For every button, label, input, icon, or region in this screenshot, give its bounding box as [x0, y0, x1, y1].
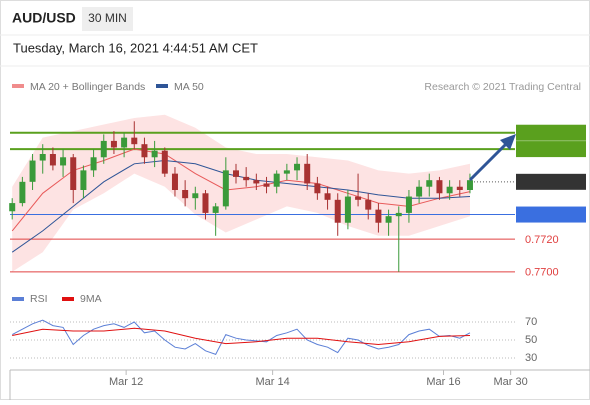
candle-body — [456, 186, 463, 190]
candle-body — [395, 212, 402, 217]
candle-body — [80, 170, 87, 190]
level-label: 0.7720 — [525, 234, 559, 246]
candle-body — [294, 163, 301, 171]
arrow-head — [500, 134, 516, 150]
forecast-arrow — [468, 140, 510, 182]
y-tick-label: 50 — [525, 334, 537, 346]
candle-body — [375, 209, 382, 223]
legend-label: MA 20 + Bollinger Bands — [30, 81, 145, 93]
candle-body — [60, 157, 67, 166]
candle-body — [304, 163, 311, 184]
candle-body — [243, 176, 250, 181]
candle-body — [212, 206, 219, 213]
legend-swatch — [12, 84, 24, 88]
y-tick-label: 30 — [525, 352, 537, 364]
candle-body — [161, 150, 168, 174]
candle-body — [9, 203, 16, 212]
candle-body — [355, 196, 362, 200]
candle-body — [344, 196, 351, 223]
legend-label: RSI — [30, 293, 48, 305]
candle-body — [90, 157, 97, 171]
x-tick-label: Mar 30 — [494, 376, 528, 388]
symbol: AUD/USD — [12, 10, 76, 26]
candle-body — [283, 170, 290, 174]
level-box — [516, 124, 586, 141]
candle-body — [253, 180, 260, 184]
source: Research © 2021 Trading Central — [424, 81, 581, 93]
rsi-line — [12, 327, 471, 346]
candle-body — [171, 173, 178, 190]
candle-body — [324, 193, 331, 200]
candle-body — [49, 154, 56, 166]
candle-body — [314, 183, 321, 194]
candle-body — [273, 173, 280, 187]
candle-body — [192, 193, 199, 199]
candle-body — [131, 137, 138, 145]
legend-swatch — [156, 84, 168, 88]
legend-label: MA 50 — [174, 81, 204, 93]
level-box — [516, 173, 586, 190]
candle-body — [151, 150, 158, 158]
candle-body — [182, 190, 189, 199]
x-tick-label: Mar 12 — [109, 376, 143, 388]
candle-body — [233, 170, 239, 177]
legend-swatch — [12, 297, 24, 301]
candle-body — [426, 180, 433, 187]
candle-body — [39, 154, 46, 161]
candle-body — [29, 160, 36, 182]
timeframe: 30 MIN — [88, 11, 127, 25]
candle-body — [446, 186, 453, 194]
timeframe-box — [82, 7, 133, 31]
ma-line — [11, 159, 471, 253]
candle-body — [141, 144, 148, 158]
candle-body — [70, 157, 77, 190]
candle-body — [334, 199, 341, 223]
ma-line — [11, 148, 471, 232]
candle-body — [121, 137, 128, 148]
candle-body — [405, 196, 412, 213]
rsi-line — [11, 319, 471, 356]
candle-body — [466, 180, 473, 190]
legend-label: 9MA — [80, 293, 102, 305]
x-tick-label: Mar 16 — [426, 376, 460, 388]
legend-swatch — [62, 297, 74, 301]
candle-body — [110, 140, 117, 148]
candle-body — [436, 180, 443, 194]
level-label: 0.7700 — [525, 267, 559, 279]
candle-body — [365, 199, 372, 210]
level-box — [516, 141, 586, 158]
candle-body — [385, 216, 392, 223]
candle-body — [416, 186, 423, 197]
level-box — [516, 206, 586, 223]
candle-body — [100, 140, 107, 158]
date: Tuesday, March 16, 2021 4:44:51 AM CET — [13, 40, 258, 55]
candle-body — [263, 183, 270, 187]
y-tick-label: 70 — [525, 316, 537, 328]
candle-body — [222, 170, 229, 207]
bollinger-band — [12, 114, 470, 272]
candle-body — [19, 181, 26, 204]
x-tick-label: Mar 14 — [255, 376, 289, 388]
candle-body — [202, 193, 209, 213]
